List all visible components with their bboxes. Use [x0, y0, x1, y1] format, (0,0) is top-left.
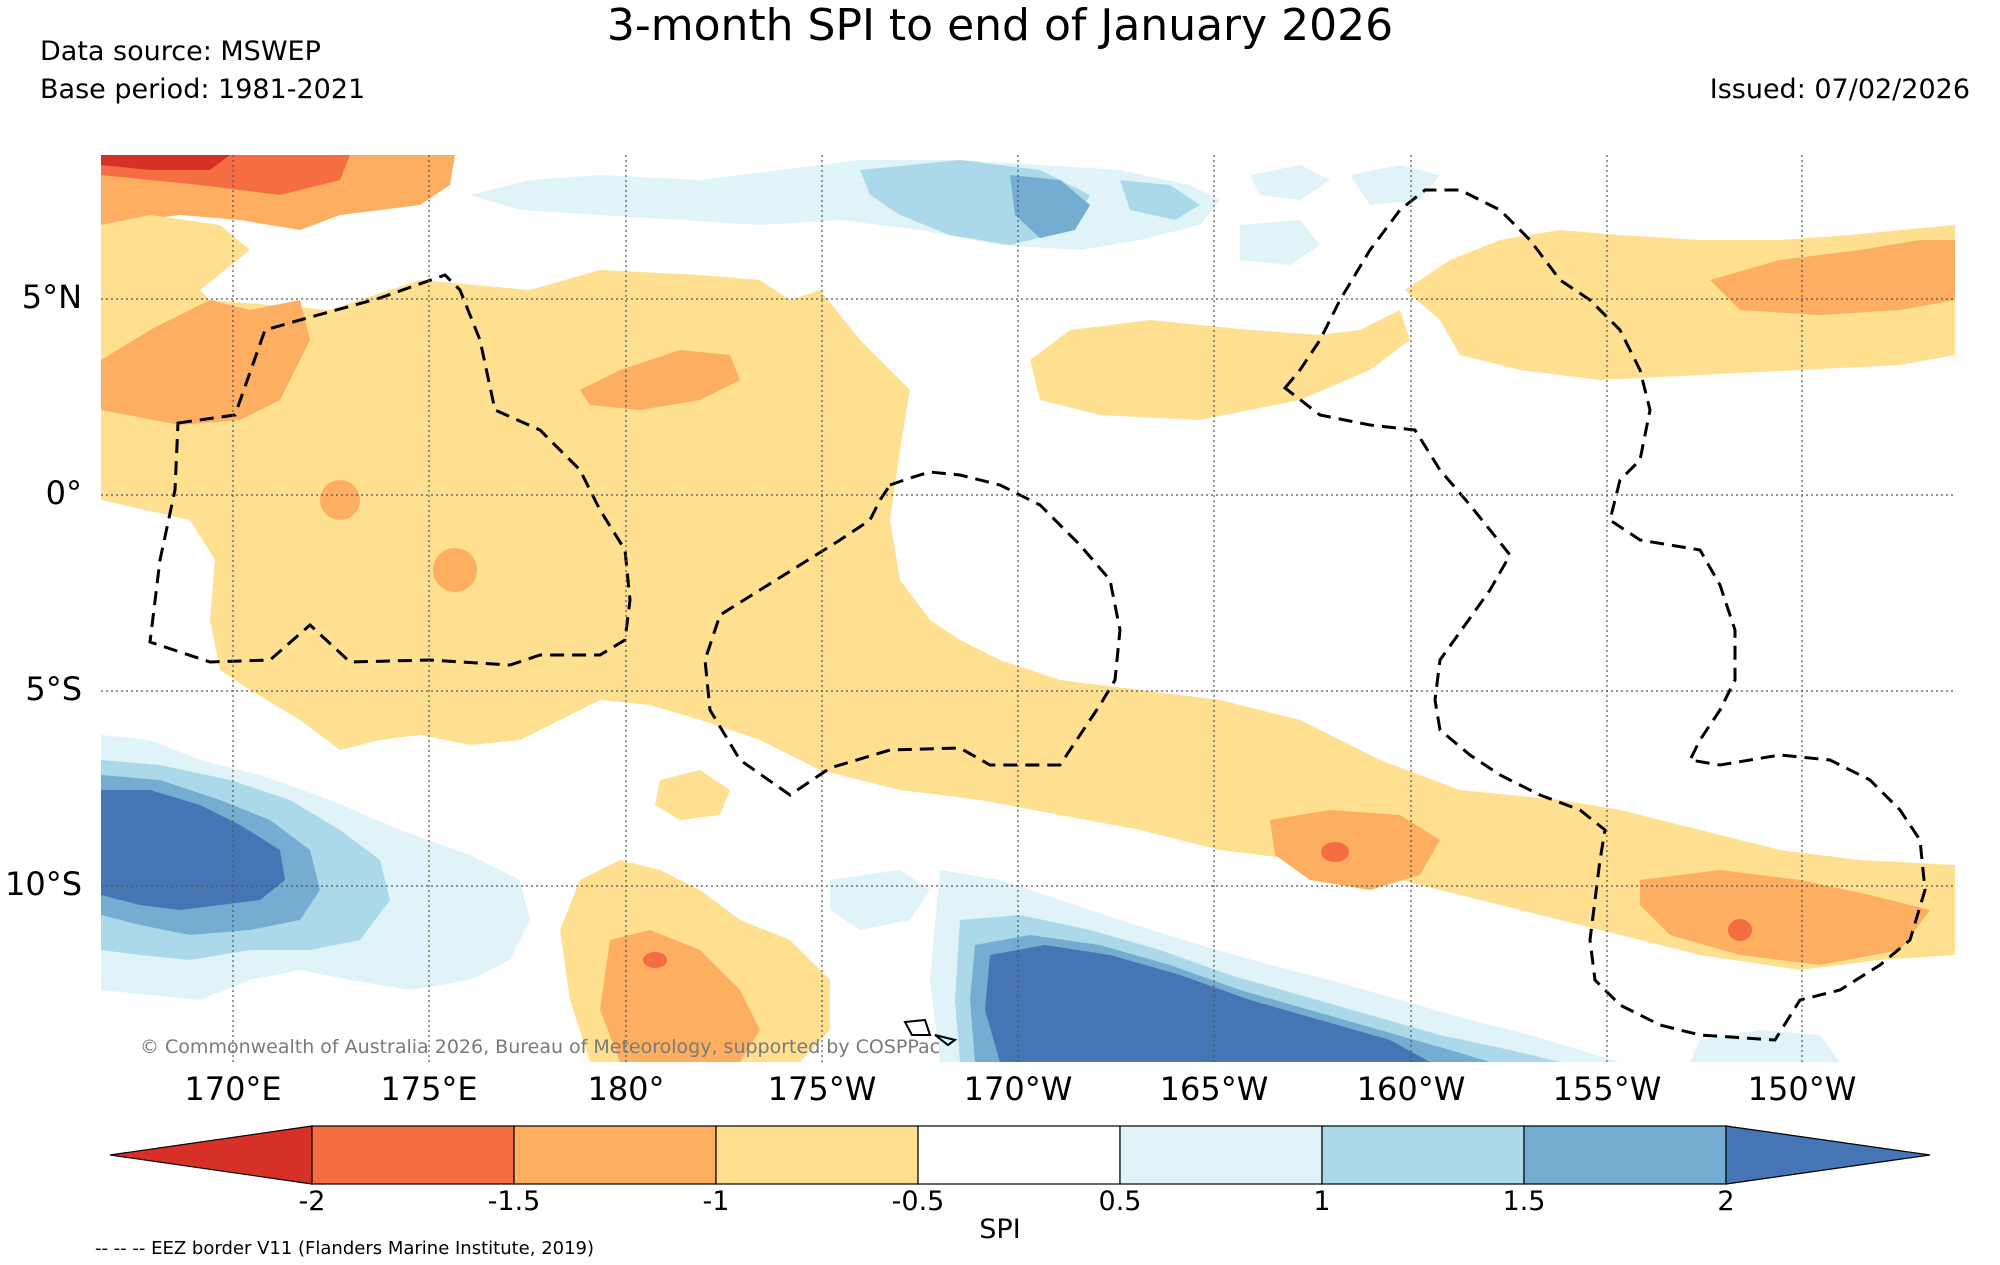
- map-title: 3-month SPI to end of January 2026: [606, 0, 1394, 51]
- lon-label-175w: 175°W: [767, 1070, 877, 1108]
- lon-label-180: 180°: [587, 1070, 665, 1108]
- colorbar-tick: -2: [298, 1186, 326, 1217]
- spi-field: [101, 155, 1955, 1062]
- colorbar-band-7: [1523, 1125, 1727, 1185]
- colorbar-label: SPI: [979, 1214, 1021, 1245]
- lat-label-10s: 10°S: [4, 865, 82, 903]
- colorbar-band-5: [1119, 1125, 1323, 1185]
- copyright-text: © Commonwealth of Australia 2026, Bureau…: [140, 1036, 941, 1058]
- lon-label-170w: 170°W: [963, 1070, 1073, 1108]
- lon-label-150w: 150°W: [1747, 1070, 1857, 1108]
- lat-label-0: 0°: [45, 474, 82, 512]
- lon-label-155w: 155°W: [1552, 1070, 1662, 1108]
- lat-label-5s: 5°S: [25, 670, 82, 708]
- colorbar-band-4: [917, 1125, 1121, 1185]
- lon-label-170e: 170°E: [184, 1070, 282, 1108]
- lat-label-5n: 5°N: [21, 278, 82, 316]
- colorbar-tick: -1: [702, 1186, 730, 1217]
- colorbar-tick: 1: [1313, 1186, 1331, 1217]
- issued-date-text: Issued: 07/02/2026: [1709, 74, 1970, 105]
- base-period-text: Base period: 1981-2021: [40, 74, 366, 105]
- colorbar-tick: -1.5: [487, 1186, 541, 1217]
- colorbar-band-1: [311, 1125, 515, 1185]
- colorbar-extend-dry: [109, 1125, 313, 1185]
- colorbar-tick: -0.5: [891, 1186, 945, 1217]
- lon-label-165w: 165°W: [1159, 1070, 1269, 1108]
- colorbar-tick: 0.5: [1098, 1186, 1142, 1217]
- lon-label-160w: 160°W: [1356, 1070, 1466, 1108]
- colorbar-band-3: [715, 1125, 919, 1185]
- data-source-text: Data source: MSWEP: [40, 36, 321, 67]
- map-gridlines: [101, 155, 1955, 1062]
- lon-label-175e: 175°E: [380, 1070, 478, 1108]
- colorbar-tick: 2: [1717, 1186, 1735, 1217]
- colorbar-extend-wet: [1725, 1125, 1931, 1185]
- eez-legend-note: -- -- -- EEZ border V11 (Flanders Marine…: [95, 1238, 595, 1259]
- colorbar-tick: 1.5: [1502, 1186, 1546, 1217]
- colorbar-band-6: [1321, 1125, 1525, 1185]
- eez-borders: [148, 188, 1927, 1042]
- colorbar-band-2: [513, 1125, 717, 1185]
- spi-colorbar: [109, 1125, 1931, 1185]
